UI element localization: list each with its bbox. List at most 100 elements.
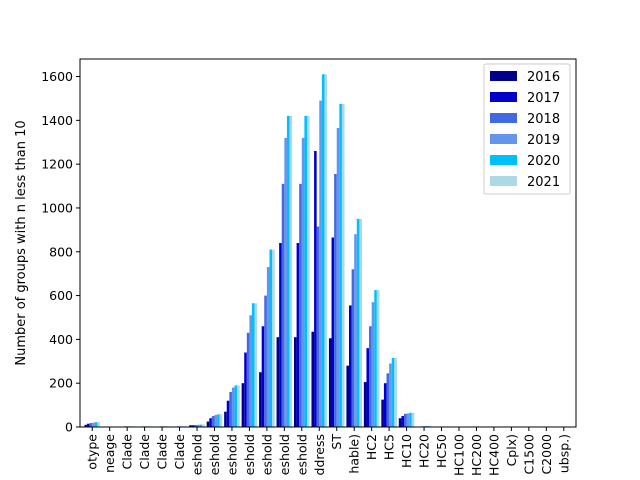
bar-2018-11	[281, 183, 285, 427]
x-tick-label: eshold	[294, 434, 309, 475]
bar-2019-16	[371, 302, 375, 427]
x-tick-label: eshold	[277, 434, 292, 475]
bar-2020-8	[234, 385, 238, 427]
bar-2019-9	[249, 315, 253, 427]
x-tick-label: HC50	[434, 434, 449, 468]
bar-2020-13	[321, 74, 325, 427]
legend-label-2019: 2019	[527, 133, 560, 148]
bar-2020-15	[356, 218, 360, 427]
bar-2021-16	[376, 290, 380, 427]
bar-2016-15	[346, 365, 349, 427]
bar-2020-16	[374, 290, 377, 427]
bar-2021-15	[359, 218, 362, 427]
bar-2016-11	[276, 337, 280, 427]
bar-2017-6	[191, 425, 195, 427]
bar-2018-12	[299, 183, 302, 427]
bar-2016-13	[311, 331, 315, 427]
x-tick-label: hable)	[347, 434, 362, 474]
bar-2016-6	[189, 425, 192, 427]
bar-2021-18	[411, 412, 415, 427]
bar-2020-11	[286, 115, 290, 427]
bar-2019-8	[231, 387, 235, 427]
bar-2018-9	[246, 332, 250, 427]
y-tick-label: 0	[65, 420, 73, 435]
plot-frame	[79, 58, 577, 428]
bar-2021-11	[289, 115, 293, 427]
legend-swatch-2018	[490, 113, 517, 123]
bar-2021-17	[394, 358, 397, 427]
bar-2016-16	[363, 382, 367, 427]
y-tick-label: 1600	[41, 69, 73, 84]
bar-2019-13	[319, 100, 322, 428]
y-tick-label: 1400	[41, 113, 73, 128]
bar-2016-18	[398, 418, 402, 427]
x-tick-label: otype	[85, 434, 100, 470]
bar-2016-0	[84, 424, 88, 427]
bar-2020-0	[94, 422, 98, 427]
legend-label-2018: 2018	[527, 112, 560, 127]
bar-2020-9	[252, 303, 255, 427]
bar-2017-9	[244, 352, 247, 427]
y-axis-label: Number of groups with n less than 10	[14, 120, 29, 365]
bar-2016-17	[381, 399, 384, 427]
legend-label-2021: 2021	[527, 175, 560, 190]
x-axis: otype neage Clade Clade Clade Clade eshold esho…	[85, 427, 571, 476]
bar-2018-14	[334, 174, 337, 427]
y-axis: 0 200 400 600 800 1000 1200 1400 1600	[41, 69, 80, 435]
x-tick-label: Clade	[120, 434, 135, 470]
bar-2019-12	[301, 137, 305, 428]
x-tick-label: Cplx)	[504, 434, 519, 466]
legend-label-2020: 2020	[527, 154, 560, 169]
bar-2020-17	[391, 358, 395, 427]
legend-label-2016: 2016	[527, 70, 560, 85]
y-tick-label: 1200	[41, 157, 73, 172]
bar-2021-0	[97, 422, 101, 427]
bar-2021-8	[237, 385, 240, 427]
bar-2021-10	[272, 249, 275, 427]
x-tick-label: eshold	[242, 434, 257, 475]
x-tick-label: Clade	[172, 434, 187, 470]
bar-2018-17	[386, 373, 390, 427]
bar-2016-8	[224, 411, 227, 427]
bar-2020-18	[409, 412, 412, 427]
x-tick-label: Clade	[137, 434, 152, 470]
x-tick-label: HC2	[364, 434, 379, 460]
bar-2016-14	[328, 338, 332, 427]
x-tick-label: C2000	[539, 434, 554, 475]
y-tick-label: 600	[49, 288, 73, 303]
bar-2020-6	[199, 424, 203, 427]
bar-2017-8	[226, 400, 230, 427]
bar-2021-13	[324, 74, 328, 427]
y-tick-label: 400	[49, 332, 73, 347]
bar-2021-12	[307, 115, 310, 427]
x-tick-label: eshold	[259, 434, 274, 475]
bar-2017-14	[331, 237, 335, 427]
bar-2019-17	[389, 363, 392, 427]
bar-2017-15	[349, 305, 352, 427]
bar-2017-11	[279, 243, 282, 427]
x-tick-label: eshold	[224, 434, 239, 475]
bar-2019-7	[214, 414, 218, 427]
x-tick-label: HC100	[451, 434, 466, 476]
bar-2016-10	[259, 372, 262, 427]
x-tick-label: Clade	[155, 434, 170, 470]
legend-swatch-2016	[490, 71, 517, 81]
bar-2017-13	[314, 151, 317, 427]
bar-2019-0	[92, 422, 95, 427]
bar-2016-12	[294, 337, 297, 427]
bar-2021-6	[202, 424, 205, 427]
x-tick-label: ubsp.)	[556, 434, 571, 473]
legend-swatch-2019	[490, 134, 517, 144]
legend-swatch-2020	[490, 155, 517, 165]
bar-2020-14	[339, 103, 342, 428]
bar-2017-16	[366, 348, 370, 427]
bar-2019-10	[266, 267, 270, 427]
bar-2019-6	[197, 424, 200, 427]
bar-2018-7	[211, 416, 215, 427]
legend: 2016 2017 2018 2019 2020 2021	[483, 63, 571, 195]
bar-2018-8	[229, 391, 232, 427]
bar-2021-7	[219, 414, 223, 427]
legend-label-2017: 2017	[527, 91, 560, 106]
bar-2017-10	[261, 326, 265, 427]
bar-2019-14	[336, 128, 340, 427]
